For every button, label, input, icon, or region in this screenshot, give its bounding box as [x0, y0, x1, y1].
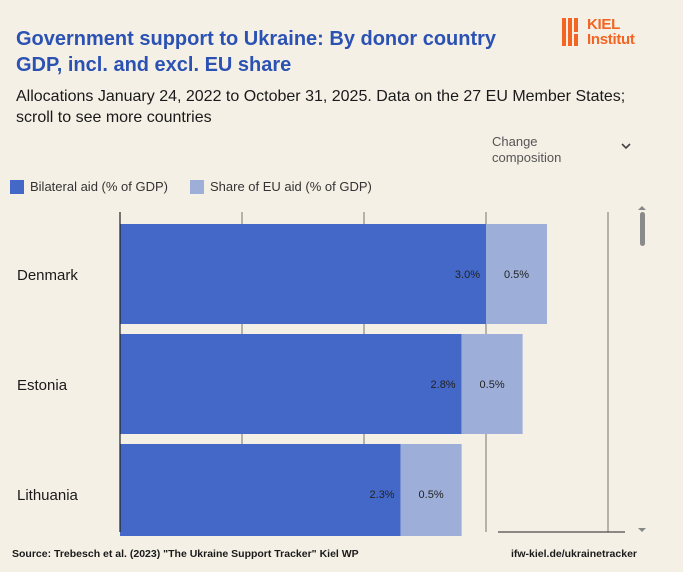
kiel-logo-icon [562, 18, 578, 46]
logo-text-kiel: KIEL [587, 16, 620, 33]
legend-swatch-bilateral [10, 179, 24, 194]
bar-estonia-series-2[interactable] [461, 334, 523, 434]
scroll-up-arrow-icon[interactable] [638, 206, 646, 210]
bar-denmark-series-2[interactable] [486, 224, 547, 324]
data-label-estonia-series-2: 0.5% [480, 379, 505, 391]
category-label-lithuania: Lithuania [17, 487, 79, 504]
source-note: Source: Trebesch et al. (2023) "The Ukra… [12, 548, 359, 560]
logo-text-institut: Institut [587, 31, 635, 48]
change-composition-label: Change composition [492, 134, 562, 165]
data-label-denmark-series-1: 3.0% [455, 269, 480, 281]
legend-label-bilateral: Bilateral aid (% of GDP) [30, 179, 168, 194]
data-label-lithuania-series-2: 0.5% [419, 489, 444, 501]
chart-subtitle: Allocations January 24, 2022 to October … [16, 88, 626, 126]
chart-scrollbar[interactable] [636, 206, 648, 532]
legend-item-eu-share[interactable]: Share of EU aid (% of GDP) [190, 179, 372, 194]
data-label-lithuania-series-1: 2.3% [370, 489, 395, 501]
chevron-down-icon [621, 143, 631, 150]
kiel-logo[interactable]: KIEL Institut [562, 16, 662, 50]
category-label-denmark: Denmark [17, 267, 78, 284]
legend-swatch-eu-share [190, 179, 204, 194]
tracker-link[interactable]: ifw-kiel.de/ukrainetracker [510, 548, 637, 560]
data-label-estonia-series-1: 2.8% [431, 379, 456, 391]
chart-title: Government support to Ukraine: By donor … [16, 28, 497, 76]
scroll-down-arrow-icon[interactable] [638, 528, 646, 532]
bar-denmark-series-1[interactable] [120, 224, 486, 324]
data-label-denmark-series-2: 0.5% [504, 269, 529, 281]
change-composition-dropdown[interactable]: Change composition [492, 134, 636, 170]
legend-item-bilateral[interactable]: Bilateral aid (% of GDP) [10, 179, 168, 194]
bar-lithuania-series-1[interactable] [120, 444, 401, 536]
bar-chart: 3.0% 0.5% Denmark 2.8% 0.5% Estonia 2.3% 0.5% Li… [17, 212, 625, 536]
category-label-estonia: Estonia [17, 377, 68, 394]
bar-lithuania-series-2[interactable] [400, 444, 462, 536]
legend-label-eu-share: Share of EU aid (% of GDP) [210, 179, 372, 194]
scrollbar-thumb[interactable] [640, 212, 645, 246]
bar-estonia-series-1[interactable] [120, 334, 462, 434]
